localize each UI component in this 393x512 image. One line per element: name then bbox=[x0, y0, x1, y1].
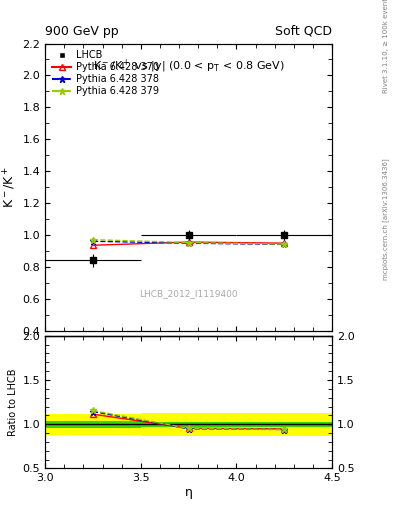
Text: Soft QCD: Soft QCD bbox=[275, 25, 332, 38]
Text: Rivet 3.1.10, ≥ 100k events: Rivet 3.1.10, ≥ 100k events bbox=[383, 0, 389, 93]
X-axis label: η: η bbox=[185, 486, 193, 499]
Y-axis label: Ratio to LHCB: Ratio to LHCB bbox=[8, 368, 18, 436]
Y-axis label: K$^-$/K$^+$: K$^-$/K$^+$ bbox=[2, 166, 18, 208]
Text: 900 GeV pp: 900 GeV pp bbox=[45, 25, 119, 38]
Text: LHCB_2012_I1119400: LHCB_2012_I1119400 bbox=[140, 289, 238, 298]
Text: mcplots.cern.ch [arXiv:1306.3436]: mcplots.cern.ch [arXiv:1306.3436] bbox=[382, 159, 389, 281]
Legend: LHCB, Pythia 6.428 370, Pythia 6.428 378, Pythia 6.428 379: LHCB, Pythia 6.428 370, Pythia 6.428 378… bbox=[50, 48, 161, 98]
Text: K$^-$/K$^+$ vs |y| (0.0 < p$_\mathrm{T}$ < 0.8 GeV): K$^-$/K$^+$ vs |y| (0.0 < p$_\mathrm{T}$… bbox=[93, 58, 285, 75]
